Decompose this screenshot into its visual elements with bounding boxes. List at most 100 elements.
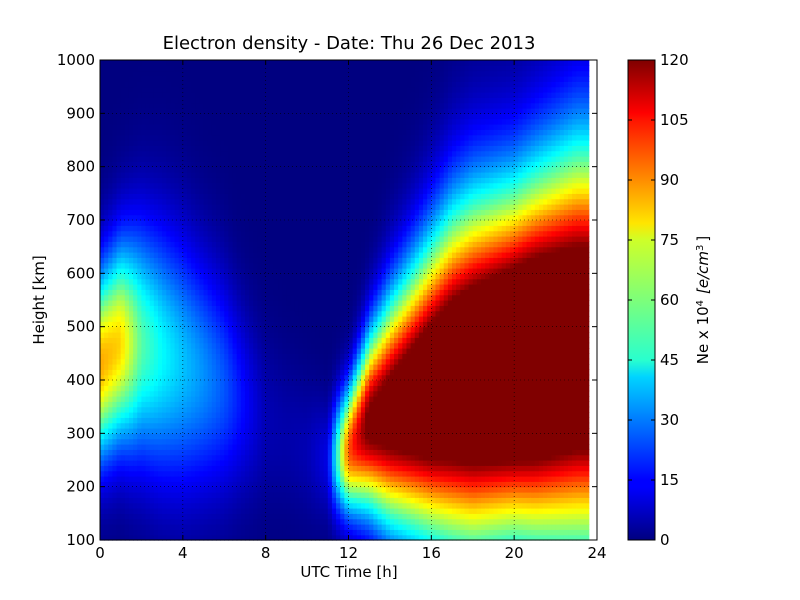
heatmap-cell xyxy=(232,246,238,253)
heatmap-cell xyxy=(269,214,275,221)
heatmap-cell xyxy=(104,257,109,264)
heatmap-cell xyxy=(224,422,229,429)
heatmap-cell xyxy=(273,497,279,504)
heatmap-cell xyxy=(128,193,134,200)
heatmap-cell xyxy=(162,353,167,360)
heatmap-cell xyxy=(311,102,316,109)
heatmap-cell xyxy=(261,193,267,200)
heatmap-cell xyxy=(261,454,267,461)
heatmap-cell xyxy=(319,177,325,184)
heatmap-cell xyxy=(149,81,155,88)
heatmap-cell xyxy=(294,353,300,360)
heatmap-cell xyxy=(149,182,155,189)
heatmap-cell xyxy=(228,508,234,514)
heatmap-cell xyxy=(157,326,163,333)
heatmap-cell xyxy=(261,492,267,498)
heatmap-cell xyxy=(145,81,151,88)
heatmap-cell xyxy=(137,534,143,541)
heatmap-cell xyxy=(273,209,279,216)
heatmap-cell xyxy=(232,182,238,189)
heatmap-cell xyxy=(236,86,242,93)
heatmap-cell xyxy=(319,278,325,285)
heatmap-cell xyxy=(220,369,225,376)
heatmap-cell xyxy=(166,524,172,530)
heatmap-cell xyxy=(133,449,138,456)
heatmap-cell xyxy=(257,406,263,413)
heatmap-cell xyxy=(203,70,209,77)
heatmap-cell xyxy=(191,513,196,520)
heatmap-cell xyxy=(199,166,205,173)
heatmap-cell xyxy=(207,118,213,125)
heatmap-cell xyxy=(199,150,205,157)
heatmap-cell xyxy=(240,289,246,296)
heatmap-cell xyxy=(153,65,159,72)
heatmap-cell xyxy=(323,230,329,237)
heatmap-cell xyxy=(141,502,147,509)
heatmap-cell xyxy=(278,337,283,344)
heatmap-cell xyxy=(257,278,263,285)
heatmap-cell xyxy=(120,81,126,88)
heatmap-cell xyxy=(286,113,292,120)
heatmap-cell xyxy=(261,172,267,178)
heatmap-cell xyxy=(191,76,196,82)
heatmap-cell xyxy=(232,390,238,397)
heatmap-cell xyxy=(191,497,196,504)
heatmap-cell xyxy=(224,534,229,541)
heatmap-cell xyxy=(286,534,292,541)
heatmap-cell xyxy=(294,273,300,280)
heatmap-cell xyxy=(302,518,308,525)
heatmap-cell xyxy=(100,81,105,88)
heatmap-cell xyxy=(232,449,238,456)
heatmap-cell xyxy=(249,310,254,317)
heatmap-cell xyxy=(207,172,213,178)
heatmap-cell xyxy=(232,342,238,349)
heatmap-cell xyxy=(311,262,316,269)
heatmap-cell xyxy=(290,225,296,232)
heatmap-cell xyxy=(207,481,213,488)
heatmap-cell xyxy=(174,294,180,301)
heatmap-cell xyxy=(104,172,109,178)
heatmap-cell xyxy=(249,396,254,402)
heatmap-cell xyxy=(302,289,308,296)
heatmap-cell xyxy=(261,102,267,109)
heatmap-cell xyxy=(224,124,229,130)
heatmap-cell xyxy=(249,124,254,130)
heatmap-cell xyxy=(282,449,287,456)
heatmap-cell xyxy=(174,65,180,72)
heatmap-cell xyxy=(211,534,217,541)
heatmap-cell xyxy=(199,444,205,450)
heatmap-cell xyxy=(116,230,122,237)
heatmap-cell xyxy=(240,497,246,504)
heatmap-cell xyxy=(124,508,130,514)
heatmap-cell xyxy=(157,385,163,392)
heatmap-cell xyxy=(236,209,242,216)
heatmap-cell xyxy=(211,518,217,525)
heatmap-cell xyxy=(157,412,163,418)
heatmap-cell xyxy=(232,486,238,493)
heatmap-cell xyxy=(269,369,275,376)
heatmap-cell xyxy=(100,353,105,360)
heatmap-cell xyxy=(149,300,155,306)
heatmap-cell xyxy=(265,385,271,392)
heatmap-cell xyxy=(265,422,271,429)
heatmap-cell xyxy=(211,60,217,66)
heatmap-cell xyxy=(236,273,242,280)
heatmap-cell xyxy=(108,60,114,66)
heatmap-cell xyxy=(311,97,316,104)
heatmap-cell xyxy=(104,380,109,386)
heatmap-cell xyxy=(253,412,258,418)
heatmap-cell xyxy=(182,444,188,450)
heatmap-cell xyxy=(290,380,296,386)
heatmap-cell xyxy=(269,204,275,210)
heatmap-cell xyxy=(207,262,213,269)
heatmap-cell xyxy=(100,529,105,536)
heatmap-cell xyxy=(323,460,329,466)
heatmap-cell xyxy=(294,310,300,317)
heatmap-cell xyxy=(170,220,176,226)
heatmap-cell xyxy=(149,502,155,509)
heatmap-cell xyxy=(104,108,109,114)
heatmap-cell xyxy=(327,321,333,328)
heatmap-cell xyxy=(236,129,242,136)
heatmap-cell xyxy=(311,326,316,333)
heatmap-cell xyxy=(269,273,275,280)
